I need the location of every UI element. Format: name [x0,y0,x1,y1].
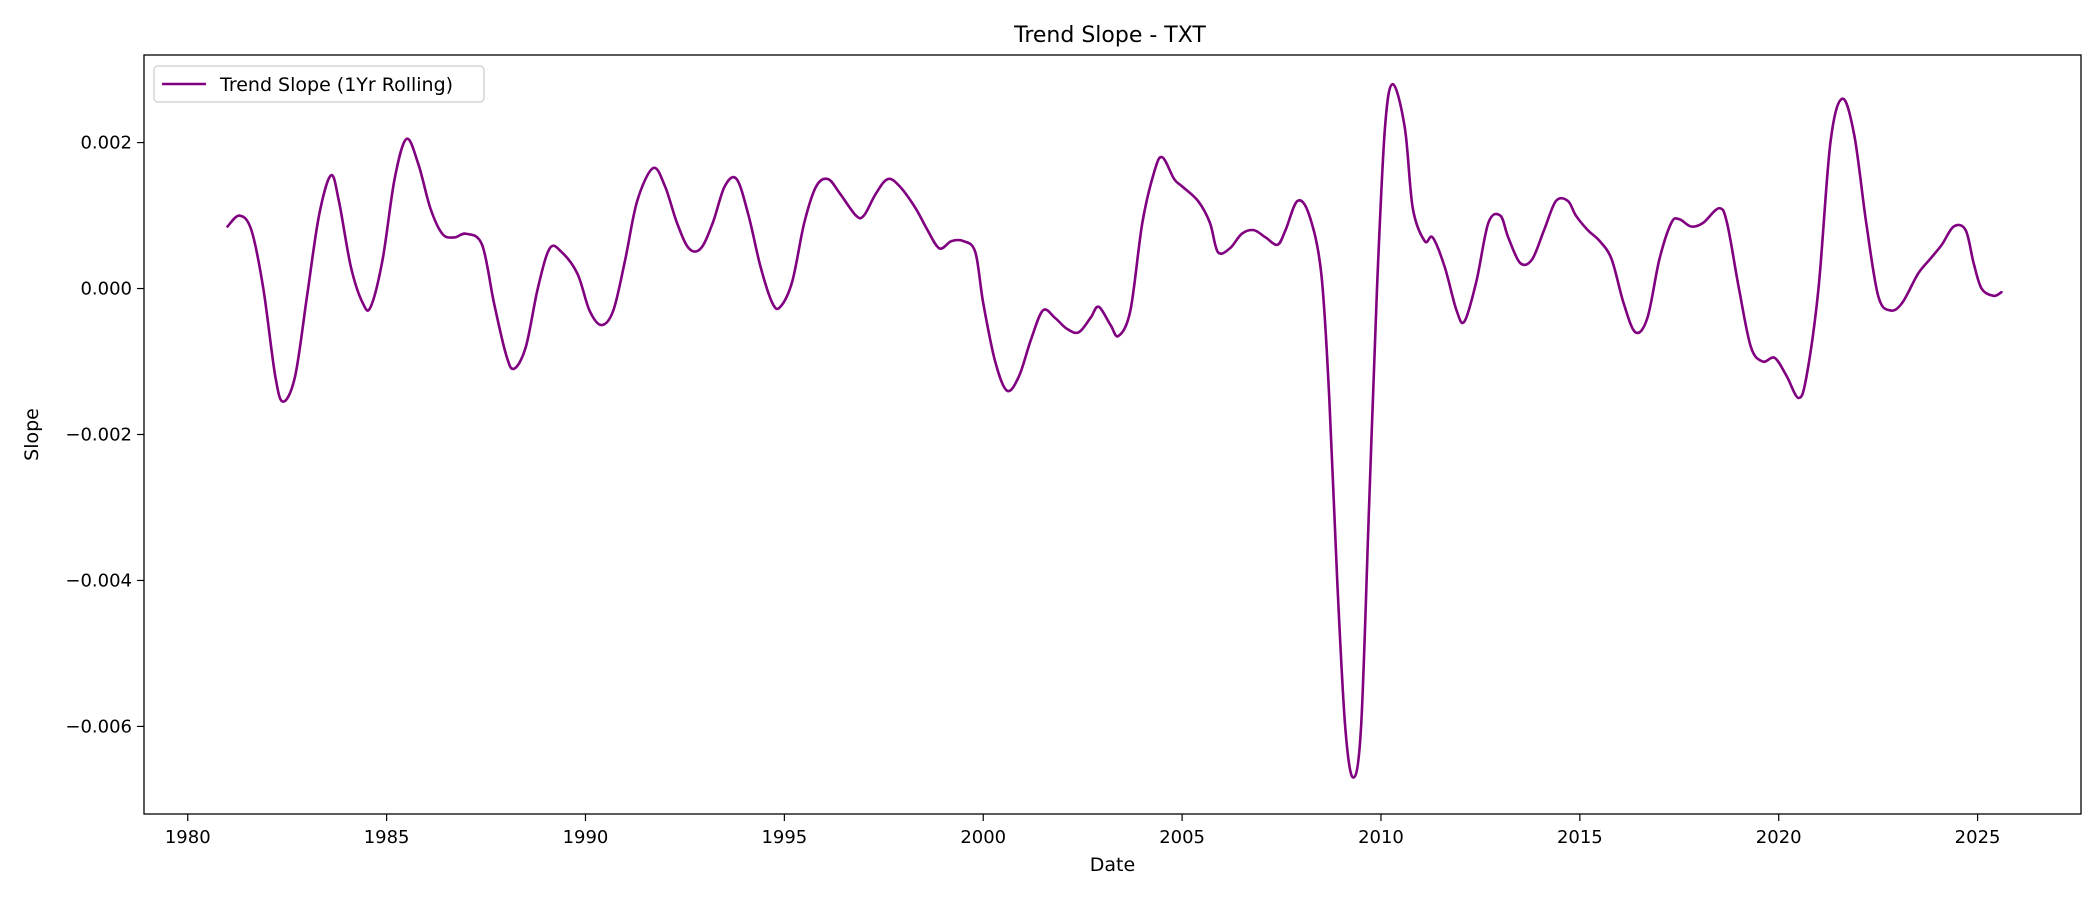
x-tick-label: 2000 [960,827,1006,848]
x-axis-label: Date [1090,854,1135,876]
x-tick-label: 1990 [563,827,609,848]
legend-box [153,65,485,103]
legend-label: Trend Slope (1Yr Rolling) [219,74,453,96]
x-tick-label: 1985 [364,827,410,848]
series-line-trend-slope [226,82,2003,779]
y-tick-label: −0.002 [65,425,132,446]
x-tick-label: 1995 [761,827,807,848]
x-tick-label: 1980 [165,827,211,848]
y-axis-label: Slope [21,408,43,461]
x-tick-label: 2005 [1159,827,1205,848]
x-tick-label: 2010 [1358,827,1404,848]
plot-area [144,55,2081,814]
axis-ticks: 1980 1985 1990 1995 2000 2005 2010 2015 2020 2025… [65,133,2000,848]
y-tick-label: −0.006 [65,716,132,737]
y-tick-label: 0.000 [80,279,132,300]
x-tick-label: 2015 [1557,827,1603,848]
plot-frame [143,54,2082,815]
x-tick-label: 2025 [1955,827,2001,848]
chart-title: Trend Slope - TXT [1013,23,1206,48]
y-tick-label: −0.004 [65,570,132,591]
legend: Trend Slope (1Yr Rolling) [153,65,485,103]
x-tick-label: 2020 [1756,827,1802,848]
y-tick-label: 0.002 [80,133,132,154]
